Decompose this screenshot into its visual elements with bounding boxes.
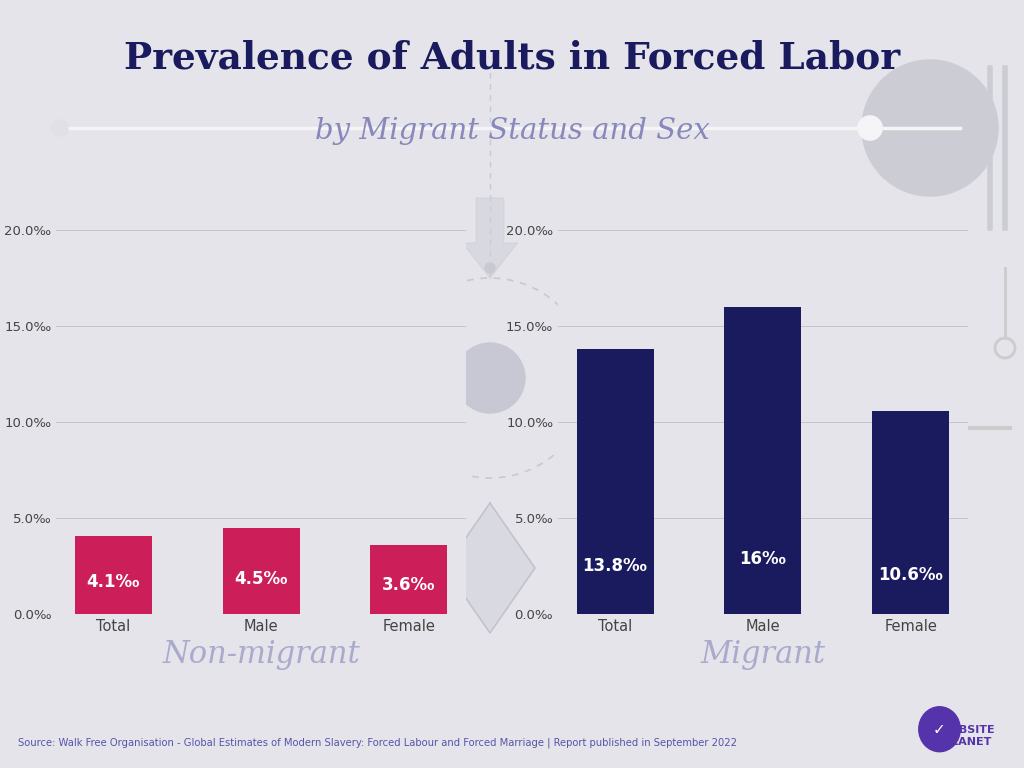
- Text: Source: Walk Free Organisation - Global Estimates of Modern Slavery: Forced Labo: Source: Walk Free Organisation - Global …: [18, 737, 737, 748]
- Bar: [724, 307, 802, 614]
- Circle shape: [170, 568, 174, 572]
- Bar: [371, 545, 447, 614]
- Text: 10.6‰: 10.6‰: [879, 566, 943, 584]
- Circle shape: [485, 263, 495, 273]
- Circle shape: [152, 550, 156, 554]
- Circle shape: [98, 568, 102, 572]
- Text: 4.5‰: 4.5‰: [234, 571, 288, 588]
- Circle shape: [52, 120, 68, 136]
- Circle shape: [98, 550, 102, 554]
- Circle shape: [858, 116, 882, 140]
- Circle shape: [116, 568, 120, 572]
- Bar: [577, 349, 653, 614]
- Text: by Migrant Status and Sex: by Migrant Status and Sex: [314, 117, 710, 144]
- Text: Non-migrant: Non-migrant: [162, 639, 360, 670]
- Circle shape: [116, 550, 120, 554]
- Circle shape: [134, 586, 138, 590]
- Bar: [872, 411, 949, 614]
- Circle shape: [134, 568, 138, 572]
- Polygon shape: [445, 503, 535, 633]
- Circle shape: [152, 586, 156, 590]
- Text: 16‰: 16‰: [739, 551, 786, 568]
- Bar: [222, 528, 300, 614]
- Text: WEBSITE
PLANET: WEBSITE PLANET: [940, 724, 995, 747]
- Text: Prevalence of Adults in Forced Labor: Prevalence of Adults in Forced Labor: [124, 40, 900, 77]
- Circle shape: [170, 586, 174, 590]
- Circle shape: [116, 586, 120, 590]
- Bar: [75, 536, 152, 614]
- Circle shape: [862, 60, 998, 196]
- Text: ✓: ✓: [933, 722, 946, 737]
- Circle shape: [152, 568, 156, 572]
- Circle shape: [134, 550, 138, 554]
- Text: Migrant: Migrant: [700, 639, 825, 670]
- Polygon shape: [463, 198, 517, 278]
- Circle shape: [455, 343, 525, 413]
- Text: 13.8‰: 13.8‰: [583, 557, 647, 574]
- Circle shape: [170, 550, 174, 554]
- Circle shape: [919, 707, 961, 752]
- Text: 4.1‰: 4.1‰: [87, 573, 140, 591]
- Circle shape: [98, 586, 102, 590]
- Text: 3.6‰: 3.6‰: [382, 576, 435, 594]
- Circle shape: [858, 116, 882, 140]
